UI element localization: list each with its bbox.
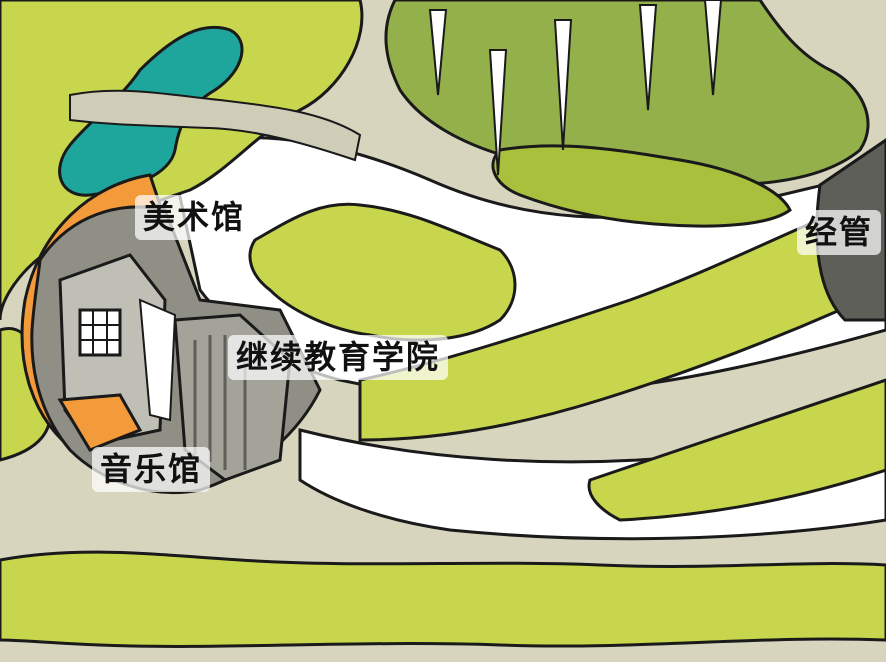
tree-trunk bbox=[488, 49, 508, 176]
roof-orange-bottom bbox=[57, 393, 143, 452]
tree-trunk bbox=[638, 4, 658, 111]
label-music-hall[interactable]: 音乐馆 bbox=[92, 447, 211, 492]
building-cluster bbox=[20, 173, 322, 495]
building-gap bbox=[138, 298, 177, 422]
window bbox=[78, 308, 122, 357]
facade-lines bbox=[193, 335, 247, 470]
label-economics-partial[interactable]: 经管 bbox=[797, 210, 882, 255]
tree-trunk bbox=[428, 9, 448, 96]
center-grass bbox=[248, 202, 517, 342]
window-grid bbox=[80, 310, 120, 355]
tree-trunk bbox=[703, 0, 723, 96]
tree-canopy-lower bbox=[491, 144, 792, 228]
tree-trunk bbox=[553, 19, 573, 151]
label-art-museum[interactable]: 美术馆 bbox=[135, 195, 254, 240]
grass-band-2 bbox=[587, 378, 886, 522]
stone-walkway bbox=[69, 89, 362, 162]
left-grass bbox=[0, 0, 364, 321]
label-continuing-education[interactable]: 继续教育学院 bbox=[228, 335, 449, 380]
grass-band-bottom bbox=[0, 550, 886, 648]
